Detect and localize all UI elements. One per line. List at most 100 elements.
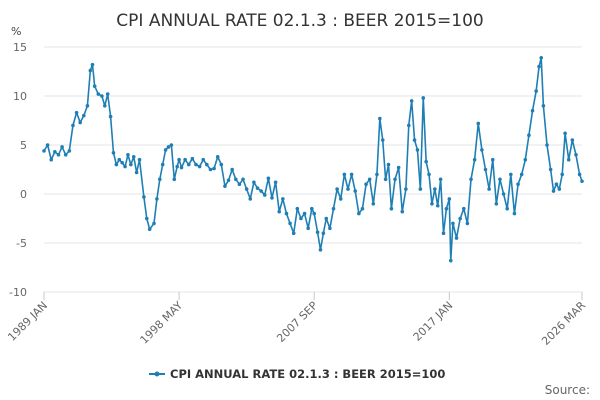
data-point bbox=[299, 216, 303, 221]
data-point bbox=[205, 162, 209, 167]
data-point bbox=[530, 108, 535, 113]
data-point bbox=[63, 153, 68, 157]
data-point bbox=[335, 187, 339, 191]
data-point bbox=[498, 177, 502, 182]
data-point bbox=[100, 94, 104, 98]
data-point bbox=[386, 162, 391, 167]
data-point bbox=[458, 216, 462, 221]
data-point bbox=[487, 187, 491, 191]
data-point bbox=[349, 172, 354, 177]
data-point bbox=[111, 151, 116, 155]
legend[interactable]: CPI ANNUAL RATE 02.1.3 : BEER 2015=100 bbox=[149, 367, 445, 381]
data-point bbox=[383, 177, 388, 182]
data-point bbox=[197, 164, 202, 169]
data-point bbox=[380, 138, 385, 142]
y-axis-unit: % bbox=[11, 25, 21, 38]
data-point bbox=[152, 221, 156, 226]
data-point bbox=[291, 231, 296, 235]
data-point bbox=[346, 187, 350, 191]
data-point bbox=[230, 167, 234, 172]
data-point bbox=[454, 236, 459, 240]
data-point bbox=[315, 230, 320, 235]
data-point bbox=[177, 157, 181, 162]
x-tick-label: 1989 JAN bbox=[5, 299, 50, 344]
data-point bbox=[172, 177, 177, 182]
data-point bbox=[360, 206, 365, 211]
data-point bbox=[82, 113, 86, 118]
data-point bbox=[321, 231, 326, 235]
data-point bbox=[574, 153, 578, 157]
data-point bbox=[169, 143, 174, 147]
data-point bbox=[155, 197, 159, 201]
data-point bbox=[186, 162, 191, 167]
data-point bbox=[270, 196, 274, 200]
y-tick-label: 10 bbox=[13, 90, 27, 103]
data-point bbox=[472, 157, 477, 162]
data-point bbox=[212, 166, 216, 171]
x-tick-label: 2007 SEP bbox=[274, 299, 320, 345]
data-point bbox=[563, 131, 567, 136]
data-point bbox=[71, 123, 75, 128]
data-point bbox=[284, 211, 289, 216]
legend-label: CPI ANNUAL RATE 02.1.3 : BEER 2015=100 bbox=[170, 367, 445, 381]
y-tick-label: -5 bbox=[16, 237, 27, 250]
data-point bbox=[375, 172, 379, 177]
y-tick-label: 5 bbox=[20, 139, 27, 152]
data-point bbox=[233, 177, 238, 182]
data-point bbox=[396, 165, 401, 170]
series-line bbox=[43, 56, 583, 262]
data-point bbox=[102, 104, 107, 108]
data-point bbox=[166, 145, 171, 149]
data-point bbox=[190, 156, 195, 161]
data-point bbox=[306, 226, 310, 231]
data-point bbox=[512, 211, 517, 216]
data-point bbox=[378, 116, 382, 121]
data-point bbox=[465, 221, 470, 226]
data-point bbox=[554, 182, 559, 186]
data-point bbox=[163, 148, 168, 152]
data-point bbox=[509, 172, 513, 177]
data-point bbox=[208, 167, 213, 172]
data-point bbox=[117, 157, 122, 162]
data-point bbox=[427, 172, 431, 177]
data-point bbox=[183, 157, 187, 162]
data-point bbox=[331, 206, 336, 211]
data-point bbox=[433, 187, 437, 191]
data-point bbox=[302, 211, 307, 216]
data-point bbox=[435, 203, 440, 208]
data-point bbox=[78, 120, 82, 125]
data-point bbox=[324, 216, 329, 221]
data-point bbox=[45, 143, 50, 147]
data-point bbox=[215, 154, 220, 159]
data-point bbox=[266, 176, 271, 181]
data-point bbox=[570, 138, 575, 142]
data-point bbox=[56, 153, 61, 157]
data-point bbox=[412, 138, 417, 142]
y-axis-ticks: -10 -5 0 5 10 15 bbox=[9, 41, 27, 299]
data-point bbox=[480, 148, 484, 152]
data-point bbox=[312, 211, 317, 216]
data-point bbox=[421, 96, 426, 100]
data-point bbox=[134, 170, 139, 175]
data-point bbox=[328, 226, 332, 231]
data-point bbox=[114, 162, 119, 167]
data-point bbox=[158, 177, 162, 182]
data-point bbox=[277, 209, 282, 214]
data-point bbox=[129, 162, 133, 167]
data-point bbox=[577, 172, 582, 177]
data-point bbox=[545, 143, 549, 147]
data-point bbox=[252, 180, 256, 185]
data-point bbox=[244, 187, 249, 191]
data-point bbox=[108, 114, 113, 119]
data-point bbox=[237, 182, 242, 186]
data-point bbox=[85, 104, 90, 108]
data-point bbox=[309, 206, 314, 211]
data-point bbox=[404, 187, 408, 191]
data-point bbox=[201, 157, 206, 162]
data-point bbox=[441, 231, 446, 235]
data-point bbox=[393, 177, 397, 182]
data-point bbox=[49, 157, 54, 162]
data-point bbox=[560, 172, 565, 177]
data-point bbox=[580, 179, 584, 184]
